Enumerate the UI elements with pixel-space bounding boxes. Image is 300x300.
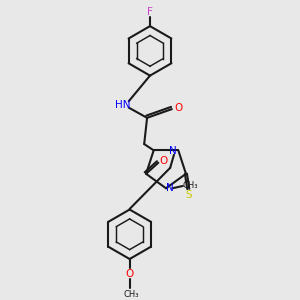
Text: O: O bbox=[125, 268, 134, 279]
Text: S: S bbox=[185, 190, 192, 200]
Text: O: O bbox=[174, 103, 182, 112]
Text: F: F bbox=[147, 7, 153, 17]
Text: N: N bbox=[169, 146, 177, 156]
Text: O: O bbox=[159, 156, 168, 166]
Text: HN: HN bbox=[115, 100, 130, 110]
Text: CH₃: CH₃ bbox=[182, 182, 198, 190]
Text: N: N bbox=[166, 183, 173, 193]
Text: CH₃: CH₃ bbox=[123, 290, 139, 299]
